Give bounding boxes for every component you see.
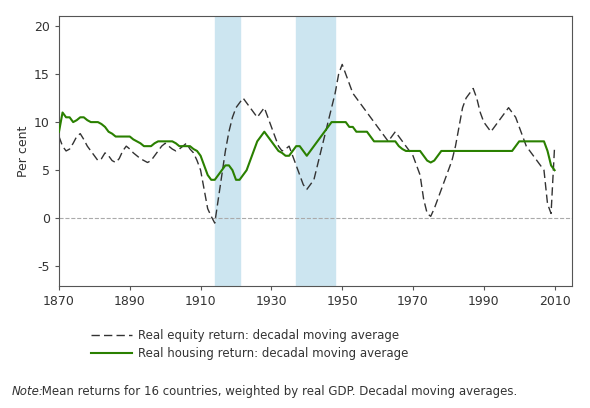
Bar <box>215 16 240 286</box>
Y-axis label: Per cent: Per cent <box>17 125 30 177</box>
Legend: Real equity return: decadal moving average, Real housing return: decadal moving : Real equity return: decadal moving avera… <box>91 329 408 360</box>
Text: Note:: Note: <box>12 385 44 398</box>
Bar <box>296 16 335 286</box>
Text: Mean returns for 16 countries, weighted by real GDP. Decadal moving averages.: Mean returns for 16 countries, weighted … <box>38 385 517 398</box>
